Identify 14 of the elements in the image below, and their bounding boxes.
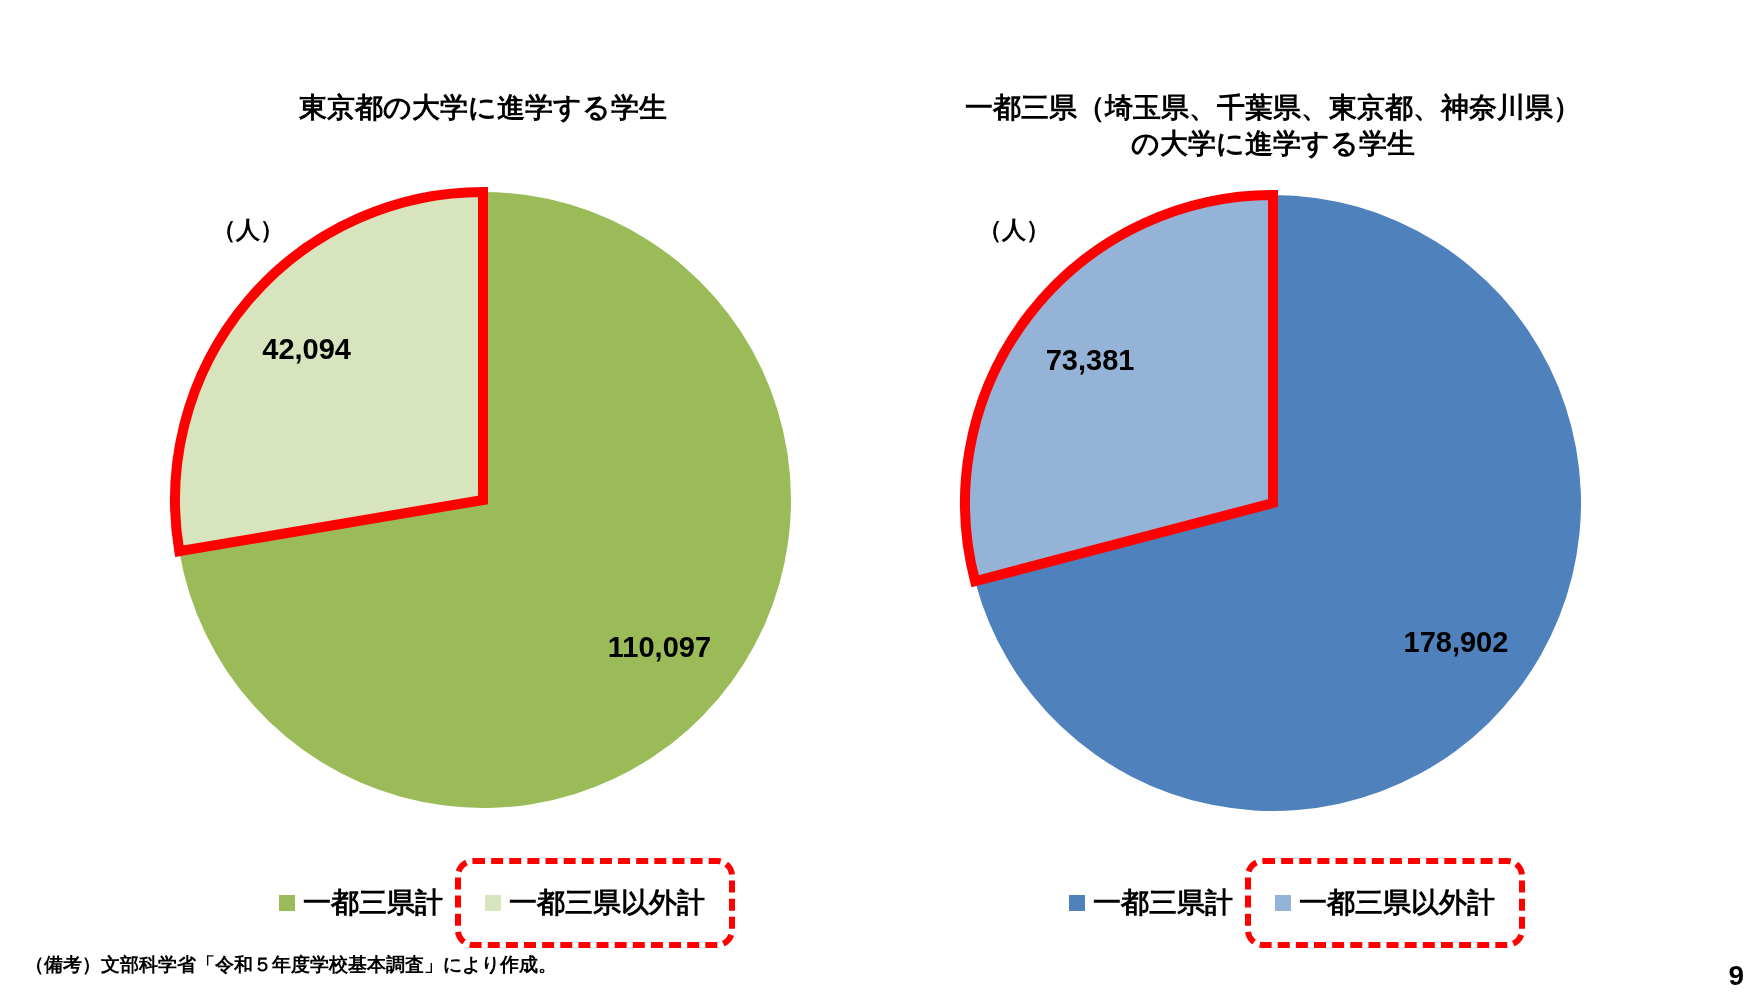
legend-label: 一都三県以外計 xyxy=(1299,886,1495,920)
text: 9 xyxy=(1728,960,1744,992)
data-label: 73,381 xyxy=(1045,343,1135,376)
data-label: 110,097 xyxy=(607,631,712,664)
text: （備考）文部科学省「令和５年度学校基本調査」により作成。 xyxy=(25,953,557,977)
chart-title: 東京都の大学に進学する学生 xyxy=(298,91,668,125)
legend-label: 一都三県計 xyxy=(303,886,443,920)
legend-label: 一都三県以外計 xyxy=(509,886,705,920)
chart-title: 一都三県（埼玉県、千葉県、東京都、神奈川県）の大学に進学する学生 xyxy=(964,91,1582,161)
text: （人） xyxy=(978,215,1050,245)
data-label: 178,902 xyxy=(1403,626,1509,659)
data-label: 42,094 xyxy=(262,332,351,365)
text: （人） xyxy=(212,215,284,245)
legend-label: 一都三県計 xyxy=(1093,886,1233,920)
